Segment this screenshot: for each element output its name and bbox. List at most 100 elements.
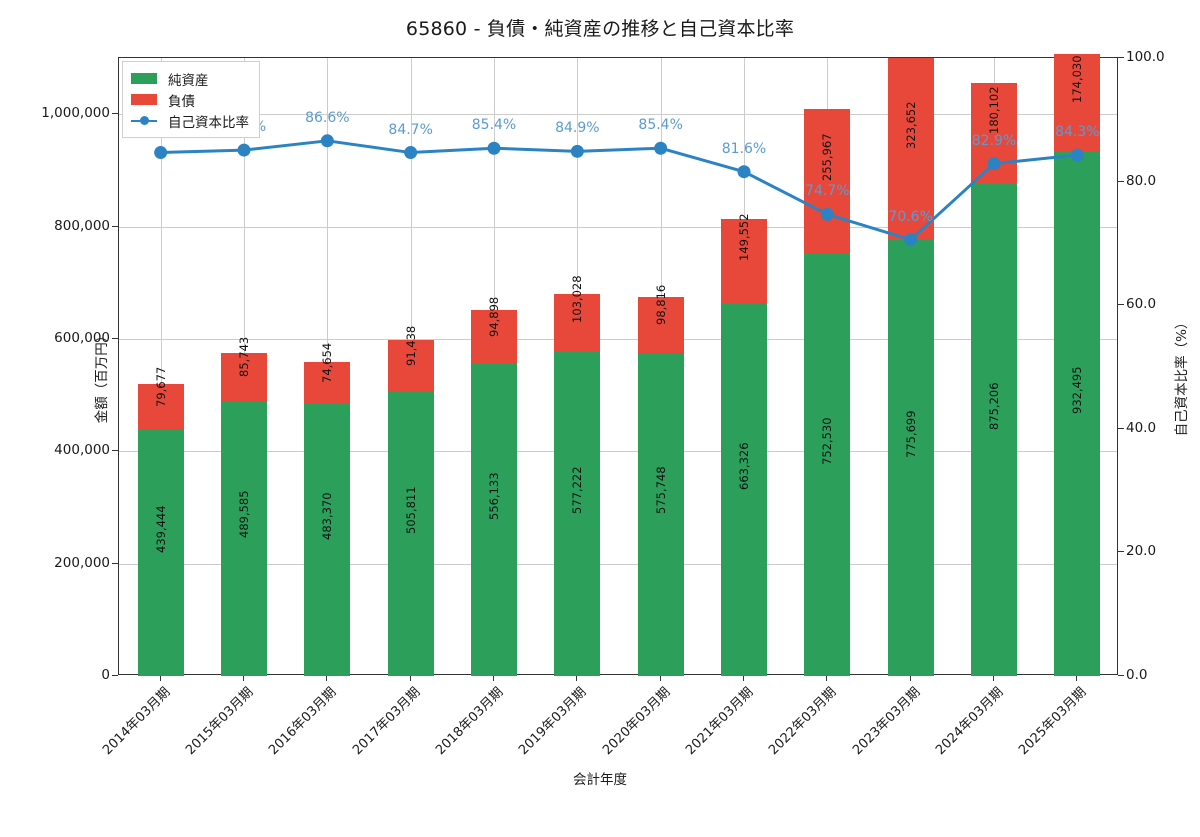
bar-segment-liabilities[interactable]: 149,552 xyxy=(721,214,767,304)
legend-item[interactable]: 純資産 xyxy=(131,68,249,89)
x-axis-tick-label: 2019年03月期 xyxy=(516,684,590,759)
x-axis-tick-mark xyxy=(993,675,994,681)
x-axis-tick-mark xyxy=(909,675,911,681)
legend-swatch-icon xyxy=(131,94,157,105)
chart-title: 65860 - 負債・純資産の推移と自己資本比率 xyxy=(405,18,795,40)
bar-segment-equity[interactable]: 489,585 xyxy=(221,400,267,676)
x-axis-tick-mark xyxy=(243,675,244,681)
ratio-value-label: 70.6% xyxy=(888,208,933,225)
y-axis-left-tick-mark xyxy=(112,337,118,339)
x-axis-tick-label: 2023年03月期 xyxy=(849,684,924,759)
legend-item[interactable]: 自己資本比率 xyxy=(131,110,249,131)
y-axis-left-tick-label: 400,000 xyxy=(54,442,110,459)
y-axis-left-tick-label: 200,000 xyxy=(54,554,110,571)
y-axis-label-right: 自己資本比率（%） xyxy=(1174,315,1190,437)
legend-item[interactable]: 負債 xyxy=(131,89,249,110)
bar-segment-liabilities[interactable]: 74,654 xyxy=(304,343,351,405)
ratio-value-label: 84.3% xyxy=(1055,124,1100,141)
y-axis-right-tick-mark xyxy=(1118,180,1124,182)
bar-segment-liabilities[interactable]: 79,677 xyxy=(137,366,184,430)
bar-segment-equity[interactable]: 577,222 xyxy=(554,351,601,676)
y-axis-left-tick-label: 0 xyxy=(101,667,110,683)
y-axis-right-tick-label: 60.0 xyxy=(1126,296,1157,313)
legend-item-label: 負債 xyxy=(168,93,195,110)
y-axis-right-tick-mark xyxy=(1118,304,1124,306)
ratio-value-label: 84.9% xyxy=(555,120,600,137)
x-axis-tick-label: 2022年03月期 xyxy=(766,684,840,759)
plot-area: 439,444 79,677 489,585 85,743 483,370 74,654 5… xyxy=(118,54,1118,676)
chart-figure: 65860 - 負債・純資産の推移と自己資本比率 金額（百万円） 自己資本比率（… xyxy=(41,18,1190,788)
x-axis-tick-label: 2016年03月期 xyxy=(266,684,340,759)
y-axis-left-tick-mark xyxy=(112,225,118,227)
y-axis-left-tick-label: 800,000 xyxy=(54,217,110,234)
gridline-horizontal xyxy=(119,114,1117,116)
y-axis-right-tick-mark xyxy=(1118,427,1124,429)
y-axis-left-tick-label: 600,000 xyxy=(54,329,110,346)
legend-item-label: 純資産 xyxy=(168,72,209,89)
x-axis-tick-mark xyxy=(326,675,328,681)
chart-legend: 純資産負債自己資本比率 xyxy=(122,61,260,138)
x-axis-tick-mark xyxy=(409,675,411,681)
bar-segment-equity[interactable]: 875,206 xyxy=(971,184,1017,676)
y-axis-left-tick-mark xyxy=(112,450,118,452)
ratio-line-path xyxy=(159,139,1079,242)
bar-segment-equity[interactable]: 505,811 xyxy=(387,391,434,676)
gridline-horizontal xyxy=(119,563,1117,565)
bar-segment-liabilities[interactable]: 255,967 xyxy=(804,109,851,254)
bar-segment-equity[interactable]: 483,370 xyxy=(304,404,351,676)
y-axis-left-tick-mark xyxy=(112,562,118,564)
gridline-horizontal xyxy=(119,226,1117,228)
x-axis-tick-label: 2020年03月期 xyxy=(599,684,674,759)
x-axis-tick-label: 2018年03月期 xyxy=(433,684,507,759)
bar-segment-liabilities[interactable]: 91,438 xyxy=(387,326,434,392)
bar-segment-equity[interactable]: 752,530 xyxy=(804,253,851,676)
y-axis-right-tick-label: 40.0 xyxy=(1126,419,1157,436)
ratio-value-label: 84.7% xyxy=(388,121,433,138)
bar-segment-equity[interactable]: 575,748 xyxy=(637,352,684,676)
y-axis-left-tick-mark xyxy=(112,113,118,115)
x-axis-tick-mark xyxy=(659,675,661,681)
x-axis-tick-mark xyxy=(826,675,828,681)
bar-segment-liabilities[interactable]: 85,743 xyxy=(221,337,267,401)
x-axis-tick-mark xyxy=(576,675,578,681)
y-axis-right-tick-label: 100.0 xyxy=(1126,49,1165,65)
y-axis-left-tick-label: 1,000,000 xyxy=(41,105,110,122)
gridline-vertical xyxy=(160,58,162,674)
ratio-value-label: 81.6% xyxy=(721,140,767,157)
y-axis-right-tick-label: 80.0 xyxy=(1126,172,1157,189)
legend-item-label: 自己資本比率 xyxy=(168,114,249,131)
legend-line-marker-icon xyxy=(131,114,157,128)
y-axis-right-tick-label: 20.0 xyxy=(1126,543,1157,560)
bar-segment-equity[interactable]: 439,444 xyxy=(137,429,184,676)
ratio-value-label: 86.6% xyxy=(305,109,350,126)
ratio-value-label: 85.4% xyxy=(638,117,683,134)
x-axis-tick-mark xyxy=(743,675,744,681)
ratio-value-label: 74.7% xyxy=(805,183,850,200)
ratio-line-layer xyxy=(154,134,1084,247)
bar-segment-equity[interactable]: 932,495 xyxy=(1054,152,1101,676)
bar-segment-liabilities[interactable]: 94,898 xyxy=(471,297,517,364)
bar-segment-equity[interactable]: 663,326 xyxy=(721,303,767,676)
x-axis-tick-label: 2024年03月期 xyxy=(933,684,1007,759)
y-axis-right-tick-mark xyxy=(1118,551,1124,553)
y-axis-left-tick-mark xyxy=(112,675,118,676)
x-axis-tick-label: 2017年03月期 xyxy=(349,684,424,759)
bar-segment-equity[interactable]: 556,133 xyxy=(471,363,517,676)
x-axis-tick-mark xyxy=(159,675,161,681)
x-axis-tick-label: 2014年03月期 xyxy=(99,684,174,759)
y-axis-right-tick-mark xyxy=(1118,675,1124,676)
x-axis-label: 会計年度 xyxy=(573,772,627,788)
bar-segment-liabilities[interactable]: 174,030 xyxy=(1054,54,1101,153)
bar-segment-equity[interactable]: 775,699 xyxy=(887,240,934,676)
ratio-value-label: 82.9% xyxy=(971,132,1017,149)
x-axis-tick-label: 2021年03月期 xyxy=(683,684,757,759)
bar-segment-liabilities[interactable]: 98,816 xyxy=(637,285,684,353)
y-axis-right-tick-mark xyxy=(1118,57,1124,58)
y-axis-right-tick-label: 0.0 xyxy=(1126,667,1148,683)
ratio-value-label: 85.4% xyxy=(471,117,517,134)
legend-swatch-icon xyxy=(131,73,157,84)
bar-segment-liabilities[interactable]: 103,028 xyxy=(554,275,601,352)
x-axis-tick-mark xyxy=(1076,675,1078,681)
x-axis-tick-mark xyxy=(493,675,494,681)
x-axis-tick-label: 2015年03月期 xyxy=(183,684,257,759)
